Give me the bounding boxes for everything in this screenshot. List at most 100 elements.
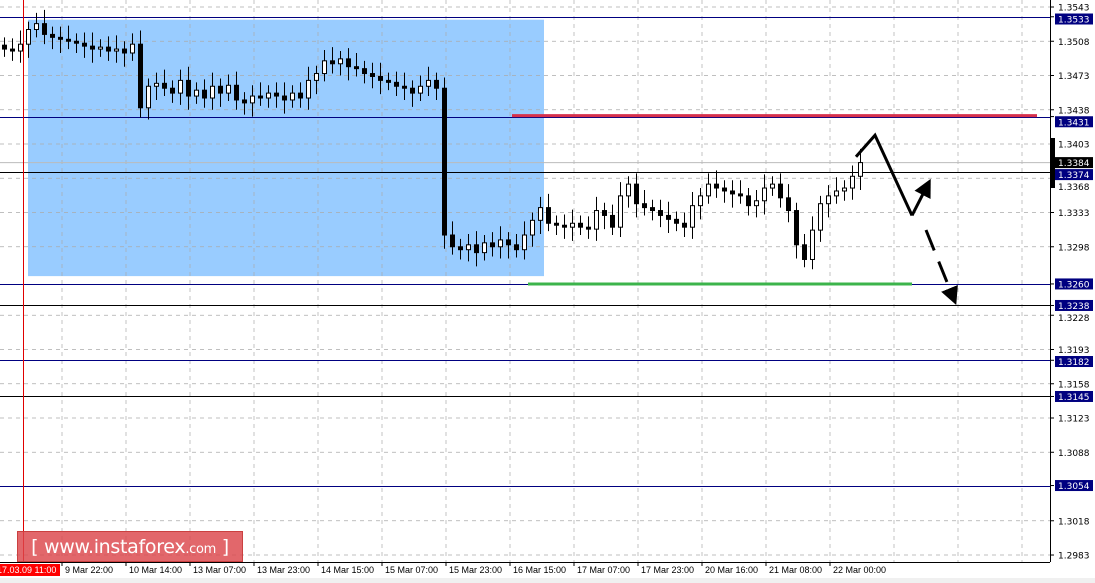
candle-body: [578, 222, 583, 228]
candle-body: [594, 210, 599, 230]
candle-body: [498, 239, 503, 248]
candle-body: [58, 36, 63, 40]
price-tick-label: 1.3368: [1058, 183, 1090, 193]
candle-body: [522, 234, 527, 251]
candle: [34, 12, 39, 38]
candle-body: [778, 183, 783, 199]
level-label: 1.3431: [1058, 118, 1090, 128]
candle-body: [122, 48, 127, 54]
candle-body: [274, 92, 279, 97]
candle: [506, 232, 511, 259]
watermark-com: .com: [185, 542, 217, 557]
candle: [498, 226, 503, 259]
candle-body: [322, 60, 327, 75]
candle-body: [18, 43, 23, 52]
candle-body: [722, 187, 727, 192]
candle-body: [562, 224, 567, 228]
time-tick-label: 17.03.09 11:00: [0, 565, 56, 575]
forecast-down-arrow: [924, 229, 958, 306]
candle-body: [826, 195, 831, 205]
candle-body: [394, 81, 399, 87]
candle-body: [634, 183, 639, 205]
candle-body: [226, 84, 231, 94]
current-price-label: 1.3384: [1058, 159, 1090, 169]
candle: [586, 216, 591, 239]
level-label: 1.3238: [1058, 302, 1090, 312]
candle: [426, 66, 431, 97]
candle-body: [754, 200, 759, 207]
candle-body: [338, 58, 343, 65]
candle: [146, 78, 151, 120]
candle-body: [698, 195, 703, 207]
candle-body: [210, 85, 215, 99]
candle-body: [314, 73, 319, 81]
level-label-box: [1055, 299, 1093, 311]
candle-body: [706, 183, 711, 197]
candle-body: [138, 43, 143, 109]
candle-body: [330, 60, 335, 65]
candle-body: [794, 210, 799, 246]
candle-body: [602, 210, 607, 216]
candle-body: [746, 195, 751, 207]
candle-body: [858, 162, 863, 177]
candle: [834, 177, 839, 204]
candle: [802, 234, 807, 268]
level-label-box: [1055, 480, 1093, 492]
candle-body: [586, 226, 591, 230]
candle-body: [146, 85, 151, 109]
candle-body: [466, 244, 471, 251]
price-tick-label: 1.2983: [1058, 552, 1090, 562]
candle: [114, 35, 119, 63]
candle: [138, 30, 143, 118]
time-tick-label: 13 Mar 07:00: [193, 565, 246, 575]
candle-body: [362, 68, 367, 75]
candle: [594, 196, 599, 241]
price-tick-label: 1.3088: [1058, 449, 1090, 459]
candle: [26, 21, 31, 58]
candle: [98, 39, 103, 57]
price-tick-label: 1.3193: [1058, 346, 1090, 356]
candle: [826, 185, 831, 218]
candle: [362, 60, 367, 84]
price-tick-label: 1.3438: [1058, 106, 1090, 116]
candle-body: [34, 23, 39, 31]
candle-body: [762, 187, 767, 202]
candle: [522, 221, 527, 260]
candle: [338, 51, 343, 76]
candle: [490, 232, 495, 257]
candle: [770, 176, 775, 196]
level-label: 1.3182: [1058, 358, 1090, 368]
candle: [322, 50, 327, 82]
time-tick-label: 17 Mar 23:00: [641, 565, 694, 575]
candle: [666, 201, 671, 234]
candle-body: [450, 234, 455, 248]
forecast-path: [854, 132, 914, 217]
candle: [282, 82, 287, 114]
candle: [786, 184, 791, 223]
price-tick-label: 1.3158: [1058, 380, 1090, 390]
candle: [274, 82, 279, 108]
time-tick-label: 15 Mar 07:00: [385, 565, 438, 575]
candle: [314, 65, 319, 95]
level-label-box: [1055, 390, 1093, 402]
time-axis-panel: [0, 562, 1095, 583]
candle: [602, 202, 607, 230]
candle: [74, 33, 79, 53]
candle-body: [738, 193, 743, 197]
candle-body: [546, 207, 551, 224]
candle: [450, 221, 455, 255]
candle: [650, 199, 655, 221]
candle: [370, 62, 375, 89]
candle-body: [202, 89, 207, 99]
candle: [402, 72, 407, 100]
candle: [810, 216, 815, 270]
candle-body: [98, 46, 103, 50]
candle: [530, 212, 535, 247]
watermark-text: [ www.instaforex: [31, 536, 186, 558]
candle: [474, 231, 479, 267]
grid: [0, 0, 1050, 562]
candle-body: [282, 95, 287, 101]
candle: [226, 74, 231, 101]
candle-body: [66, 38, 71, 42]
